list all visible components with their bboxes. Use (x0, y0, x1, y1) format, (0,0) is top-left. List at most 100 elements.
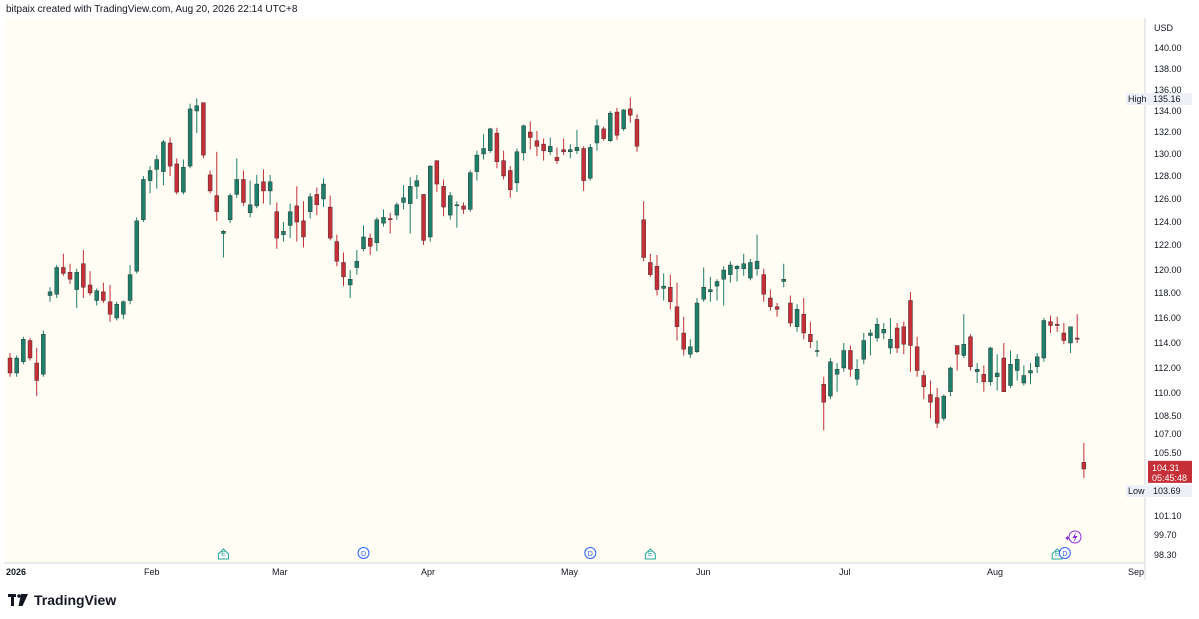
candle[interactable] (347, 270, 353, 298)
candle[interactable] (541, 138, 546, 161)
candle[interactable] (161, 139, 166, 186)
candle[interactable] (408, 177, 413, 234)
candle[interactable] (468, 170, 473, 212)
candle[interactable] (247, 180, 253, 218)
candle[interactable] (974, 363, 980, 383)
candle[interactable] (828, 358, 833, 400)
candle[interactable] (167, 137, 173, 177)
candle[interactable] (808, 321, 813, 348)
candle[interactable] (741, 253, 746, 276)
candle[interactable] (1081, 442, 1087, 479)
candle[interactable] (681, 316, 686, 356)
chart-area[interactable]: USD 140.00 138.00 136.00 134.00 132.00 130.00… (4, 18, 1193, 580)
candle[interactable] (834, 363, 840, 392)
candle[interactable] (127, 265, 133, 305)
candle[interactable] (354, 250, 360, 275)
candle[interactable] (954, 345, 960, 371)
candle[interactable] (7, 353, 13, 377)
candle[interactable] (528, 121, 533, 150)
candle[interactable] (641, 201, 646, 262)
candle[interactable] (848, 345, 853, 377)
candle[interactable] (101, 282, 106, 303)
dividend-event-icon[interactable]: D (1058, 547, 1071, 559)
candle[interactable] (314, 187, 320, 216)
candle[interactable] (774, 303, 780, 317)
candle[interactable] (307, 193, 313, 219)
dividend-event-icon[interactable]: D (584, 547, 597, 559)
candle[interactable] (508, 166, 513, 198)
candle[interactable] (454, 201, 460, 228)
candle[interactable] (674, 282, 680, 341)
candle[interactable] (948, 366, 953, 397)
candle[interactable] (714, 279, 720, 301)
candle[interactable] (481, 134, 486, 160)
candle[interactable] (701, 267, 706, 302)
candle[interactable] (174, 158, 179, 195)
candle[interactable] (501, 150, 506, 180)
candle[interactable] (621, 108, 626, 131)
candle[interactable] (154, 155, 159, 189)
candle[interactable] (121, 300, 126, 320)
candle[interactable] (488, 127, 493, 153)
candle[interactable] (254, 174, 259, 209)
candle[interactable] (461, 202, 466, 214)
candle[interactable] (234, 158, 239, 198)
candle[interactable] (361, 225, 366, 252)
candle[interactable] (1061, 323, 1067, 345)
candle[interactable] (187, 103, 193, 169)
candle[interactable] (748, 258, 753, 281)
candle[interactable] (968, 334, 973, 371)
candle[interactable] (521, 124, 526, 161)
candle[interactable] (1041, 318, 1047, 362)
dividend-event-icon[interactable]: D (357, 547, 370, 559)
candle[interactable] (734, 265, 740, 282)
candle[interactable] (928, 380, 933, 419)
candle[interactable] (548, 137, 553, 156)
candle[interactable] (1028, 363, 1033, 385)
candle[interactable] (961, 314, 967, 358)
candle[interactable] (894, 323, 900, 353)
candle[interactable] (608, 111, 613, 142)
candle[interactable] (494, 127, 500, 169)
candle[interactable] (554, 147, 560, 164)
candle[interactable] (588, 144, 593, 181)
candle[interactable] (534, 130, 540, 157)
candle[interactable] (694, 298, 700, 353)
candle[interactable] (934, 388, 940, 428)
candle[interactable] (227, 193, 233, 224)
candle[interactable] (81, 250, 86, 298)
candle[interactable] (434, 160, 440, 193)
candle[interactable] (214, 151, 219, 221)
candle[interactable] (441, 179, 446, 217)
candle[interactable] (1068, 326, 1073, 353)
candle[interactable] (788, 295, 793, 327)
candle[interactable] (34, 348, 39, 397)
candle[interactable] (1021, 365, 1027, 386)
candle[interactable] (294, 186, 300, 242)
alert-marker[interactable]: ✦ (1064, 530, 1082, 544)
candle[interactable] (654, 255, 660, 296)
candle[interactable] (868, 329, 873, 356)
candle[interactable] (381, 209, 386, 227)
candle[interactable] (414, 174, 420, 199)
candle[interactable] (394, 202, 400, 220)
candle[interactable] (921, 370, 926, 400)
candle[interactable] (428, 165, 433, 242)
candle[interactable] (1048, 315, 1053, 334)
candle[interactable] (181, 159, 186, 195)
candle[interactable] (628, 97, 633, 123)
candle[interactable] (594, 119, 600, 151)
candle[interactable] (801, 298, 806, 340)
candle[interactable] (54, 265, 59, 298)
candle[interactable] (908, 291, 913, 372)
candle[interactable] (107, 284, 113, 322)
candle[interactable] (321, 178, 326, 208)
candle[interactable] (668, 274, 673, 310)
candle[interactable] (327, 195, 333, 241)
candle[interactable] (21, 336, 26, 365)
candle[interactable] (27, 338, 33, 361)
candle[interactable] (768, 289, 773, 311)
candle[interactable] (981, 365, 987, 392)
candle[interactable] (14, 355, 19, 377)
candle[interactable] (761, 268, 766, 302)
